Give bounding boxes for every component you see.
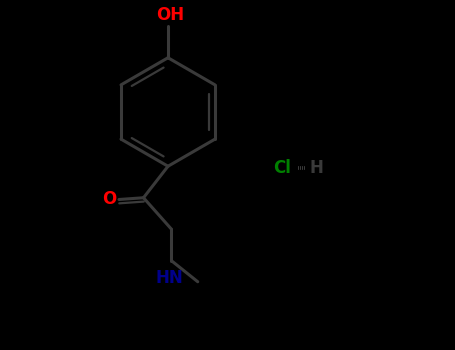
Text: OH: OH [156, 7, 184, 24]
Text: HN: HN [156, 270, 184, 287]
Text: O: O [102, 190, 116, 209]
Text: Cl: Cl [273, 159, 291, 177]
Text: H: H [310, 159, 324, 177]
